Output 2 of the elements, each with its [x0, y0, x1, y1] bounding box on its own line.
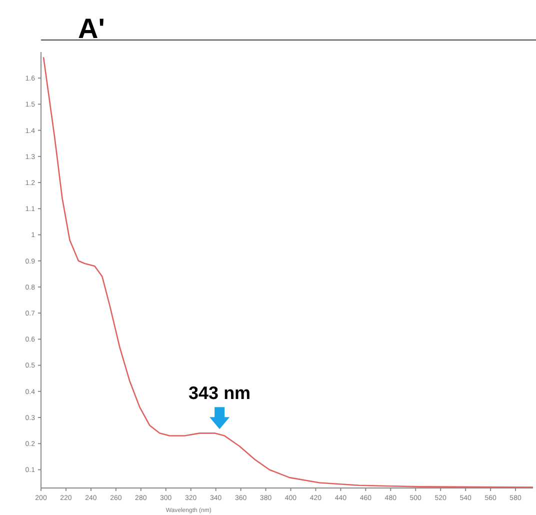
chart-title: A': [78, 13, 105, 44]
annotation: 343 nm: [188, 383, 251, 404]
